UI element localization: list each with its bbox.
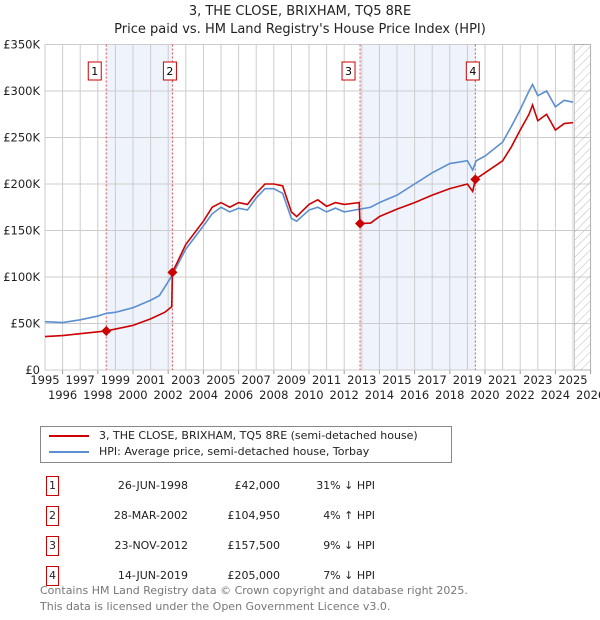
sale-number: 2 (46, 506, 59, 526)
sale-number: 1 (46, 476, 59, 496)
x-tick-label: 2018 (435, 388, 464, 402)
sale-badge-4 (465, 61, 480, 81)
chart-subtitle: Price paid vs. HM Land Registry's House … (114, 22, 486, 37)
shade-1-2 (106, 44, 173, 370)
sale-number: 3 (46, 536, 59, 556)
legend: 3, THE CLOSE, BRIXHAM, TQ5 8RE (semi-det… (40, 426, 452, 463)
x-tick-label: 2013 (347, 373, 376, 387)
y-tick-label: £100K (3, 270, 40, 284)
x-tick-label: 2016 (400, 388, 429, 402)
sale-date: 26-JUN-1998 (117, 479, 188, 492)
x-tick-label: 2014 (365, 388, 394, 402)
y-tick-label: £200K (3, 177, 40, 191)
plot-area: 1995199619971998199920002001200220032004… (3, 38, 600, 403)
x-tick-label: 2011 (312, 373, 341, 387)
x-tick-label: 2001 (136, 373, 165, 387)
x-tick-label: 2024 (541, 388, 570, 402)
x-tick-label: 1997 (66, 373, 95, 387)
chart-title: 3, THE CLOSE, BRIXHAM, TQ5 8RE (188, 4, 412, 19)
x-tick-label: 2008 (259, 388, 288, 402)
x-tick-label: 1998 (83, 388, 112, 402)
x-tick-label: 1995 (30, 373, 59, 387)
x-tick-label: 2015 (382, 373, 411, 387)
legend-label-hpi: HPI: Average price, semi-detached house,… (99, 445, 370, 458)
x-tick-label: 2017 (418, 373, 447, 387)
y-tick-label: £350K (3, 38, 40, 52)
price-paid-line (44, 102, 574, 338)
x-tick-label: 2010 (294, 388, 323, 402)
legend-swatch-blue (49, 451, 89, 453)
x-tick-label: 2026 (576, 388, 600, 402)
x-tick-label: 2009 (277, 373, 306, 387)
y-tick-label: £0 (25, 363, 40, 377)
x-tick-label: 2003 (171, 373, 200, 387)
sale-point-1 (101, 325, 112, 336)
sale-price: £42,000 (234, 479, 281, 492)
sale-row: 2 28-MAR-2002 £104,950 4% ↑ HPI (40, 506, 440, 526)
sale-price: £157,500 (227, 539, 281, 552)
y-tick-label: £150K (3, 224, 40, 238)
hpi-line (44, 82, 574, 324)
sale-date: 23-NOV-2012 (114, 539, 188, 552)
x-tick-label: 2002 (154, 388, 183, 402)
sale-badge-label: 1 (91, 65, 98, 78)
sale-row: 4 14-JUN-2019 £205,000 7% ↓ HPI (40, 566, 440, 586)
sale-row: 3 23-NOV-2012 £157,500 9% ↓ HPI (40, 536, 440, 556)
sale-badge-label: 4 (469, 65, 476, 78)
x-tick-label: 2012 (330, 388, 359, 402)
sale-hpi-diff: 31% ↓ HPI (316, 479, 375, 492)
sale-hpi-diff: 9% ↓ HPI (323, 539, 375, 552)
x-tick-label: 2025 (558, 373, 587, 387)
sale-date: 28-MAR-2002 (113, 509, 188, 522)
sale-price: £205,000 (227, 569, 281, 582)
x-tick-label: 2021 (488, 373, 517, 387)
sale-hpi-diff: 4% ↑ HPI (323, 509, 375, 522)
sale-point-4 (470, 174, 481, 185)
sale-hpi-diff: 7% ↓ HPI (323, 569, 375, 582)
sale-badge-label: 3 (345, 65, 352, 78)
x-tick-label: 1996 (48, 388, 77, 402)
x-tick-label: 2007 (242, 373, 271, 387)
x-tick-label: 2004 (189, 388, 218, 402)
x-tick-label: 2005 (206, 373, 235, 387)
sale-point-3 (355, 218, 366, 229)
sale-price: £104,950 (227, 509, 281, 522)
x-tick-label: 1999 (101, 373, 130, 387)
sale-point-2 (167, 267, 178, 278)
sale-date: 14-JUN-2019 (117, 569, 188, 582)
sale-badge-1 (87, 61, 102, 81)
x-tick-label: 2022 (506, 388, 535, 402)
y-tick-label: £300K (3, 84, 40, 98)
x-tick-label: 2019 (453, 373, 482, 387)
y-tick-label: £50K (11, 317, 41, 331)
sale-number: 4 (46, 566, 59, 586)
footer-line-2: This data is licensed under the Open Gov… (40, 600, 391, 613)
footer-line-1: Contains HM Land Registry data © Crown c… (40, 584, 468, 597)
x-tick-label: 2000 (118, 388, 147, 402)
forecast-hatch (574, 44, 591, 371)
sale-badge-3 (341, 61, 356, 81)
y-tick-label: £250K (3, 131, 40, 145)
sale-badge-label: 2 (166, 65, 173, 78)
x-tick-label: 2023 (523, 373, 552, 387)
legend-label-property: 3, THE CLOSE, BRIXHAM, TQ5 8RE (semi-det… (99, 429, 418, 442)
x-tick-label: 2020 (470, 388, 499, 402)
sale-row: 1 26-JUN-1998 £42,000 31% ↓ HPI (40, 476, 440, 496)
sale-badge-2 (162, 61, 177, 81)
legend-swatch-red (49, 435, 89, 437)
shade-3-4 (360, 44, 476, 370)
x-tick-label: 2006 (224, 388, 253, 402)
